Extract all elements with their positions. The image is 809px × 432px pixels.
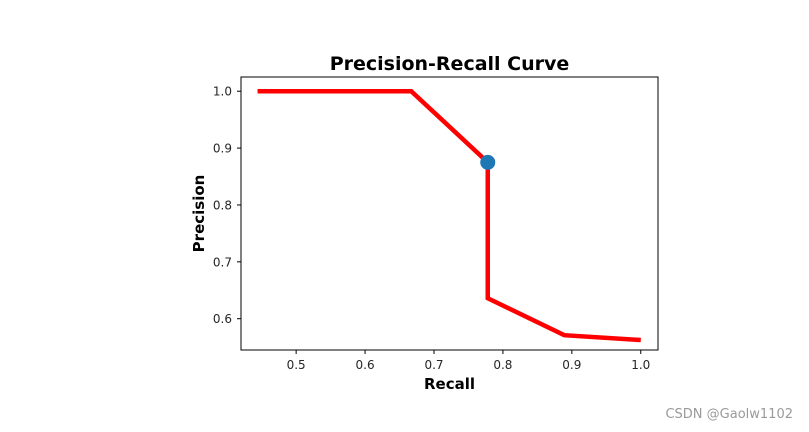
x-axis-title: Recall	[424, 375, 475, 393]
highlight-point	[480, 154, 496, 170]
series-line-0	[257, 88, 641, 343]
x-tick-label-3: 0.8	[493, 358, 512, 372]
y-tick-label-1: 0.7	[213, 255, 232, 269]
plot-area: 0.5 0.6 0.7 0.8 0.9 1.0 0.6 0.7 0.8 0.9 1.0	[213, 76, 659, 372]
y-tick-label-3: 0.9	[213, 142, 232, 156]
y-tick-label-4: 1.0	[213, 85, 232, 99]
axes-frame	[240, 76, 659, 351]
x-tick-label-0: 0.5	[287, 358, 306, 372]
y-tick-label-0: 0.6	[213, 312, 232, 326]
x-tick-label-2: 0.7	[424, 358, 443, 372]
y-tick-label-2: 0.8	[213, 198, 232, 212]
x-tick-label-5: 1.0	[631, 358, 650, 372]
y-axis-title: Precision	[190, 175, 208, 253]
watermark: CSDN @Gaolw1102	[665, 407, 793, 422]
chart-title: Precision-Recall Curve	[330, 53, 570, 75]
x-tick-label-1: 0.6	[356, 358, 375, 372]
x-tick-label-4: 0.9	[562, 358, 581, 372]
